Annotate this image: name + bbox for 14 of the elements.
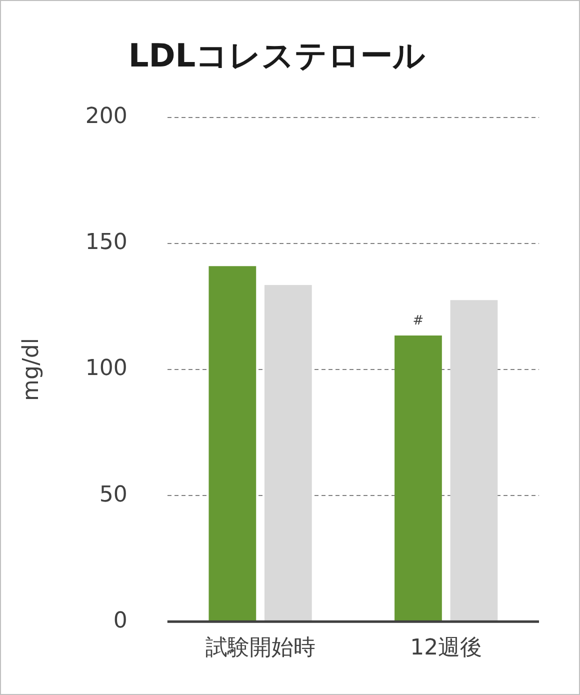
chart-title: LDLコレステロール [128, 36, 426, 75]
y-tick-label: 150 [85, 230, 128, 256]
x-tick-label: 12週後 [410, 636, 482, 661]
y-axis-title: mg/dl [18, 338, 44, 401]
y-tick-label: 200 [85, 104, 128, 130]
y-tick-label: 0 [113, 608, 128, 634]
bar [264, 285, 312, 622]
bar [450, 300, 498, 622]
y-tick-label: 50 [99, 482, 128, 508]
bar [208, 266, 256, 622]
x-tick-label: 試験開始時 [205, 636, 316, 661]
y-tick-label: 100 [85, 356, 128, 382]
annotation: # [412, 313, 424, 328]
bar [394, 335, 442, 622]
